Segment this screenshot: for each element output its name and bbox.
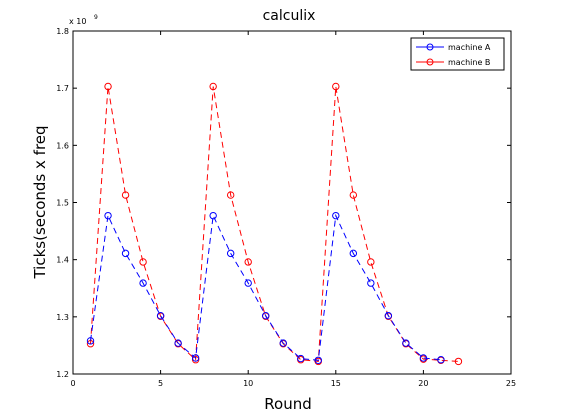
data-point-machine-a <box>139 279 147 287</box>
data-point-machine-b <box>367 258 375 266</box>
data-point-machine-b <box>244 258 252 266</box>
y-tick-label: 1.8 <box>56 27 69 36</box>
data-point-machine-a <box>437 356 445 364</box>
x-axis-label: Round <box>264 395 311 413</box>
data-point-machine-a <box>174 339 182 347</box>
data-point-machine-b <box>226 191 235 199</box>
y-tick-label: 1.2 <box>56 370 69 379</box>
data-point-machine-a <box>279 339 287 347</box>
data-point-machine-a <box>156 311 165 320</box>
data-point-machine-a <box>297 354 305 363</box>
data-point-machine-a <box>402 339 410 347</box>
y-exponent-power: 9 <box>94 14 98 21</box>
x-tick-label: 15 <box>331 379 341 388</box>
data-point-machine-a <box>121 249 130 258</box>
data-point-machine-a <box>419 354 428 362</box>
x-tick-label: 10 <box>243 379 253 388</box>
data-point-machine-a <box>209 211 217 220</box>
data-point-machine-b <box>209 82 217 91</box>
data-point-machine-b <box>332 82 340 91</box>
legend-marker-machine-b <box>426 58 434 66</box>
data-point-machine-b <box>121 191 130 199</box>
plot-frame <box>72 30 512 375</box>
data-point-machine-b <box>139 258 147 266</box>
series-line-machine-a <box>90 213 441 361</box>
data-point-machine-b <box>454 357 463 366</box>
data-point-machine-a <box>191 354 200 362</box>
x-tick-label: 25 <box>506 379 516 388</box>
y-tick-label: 1.4 <box>56 256 69 265</box>
data-point-machine-a <box>367 279 375 287</box>
y-tick-label: 1.3 <box>56 313 69 322</box>
x-tick-label: 0 <box>70 379 75 388</box>
chart-title: calculix <box>263 8 316 24</box>
x-tick-label: 5 <box>158 379 163 388</box>
data-point-machine-b <box>349 191 358 199</box>
y-exponent-label: x 10 9 <box>69 14 98 26</box>
data-point-machine-a <box>332 211 340 220</box>
y-exponent-base: x 10 <box>69 17 86 26</box>
legend-marker-machine-a <box>426 43 434 51</box>
data-point-machine-a <box>104 211 112 220</box>
x-tick-label: 20 <box>418 379 428 388</box>
plot-area: 0 5 10 15 20 25 1.2 1.3 1.4 1.5 1.6 1.7 1.8 <box>56 27 516 388</box>
data-point-machine-b <box>104 82 112 91</box>
data-point-machine-a <box>262 311 270 320</box>
data-point-machine-a <box>244 279 252 287</box>
data-point-machine-a <box>349 249 358 258</box>
data-point-machine-a <box>314 356 322 364</box>
data-point-machine-a <box>384 311 393 320</box>
data-point-machine-a <box>226 249 235 258</box>
y-tick-label: 1.6 <box>56 141 69 150</box>
legend: machine A machine B <box>410 37 505 71</box>
legend-label-machine-a: machine A <box>448 43 491 52</box>
y-tick-label: 1.5 <box>56 199 69 208</box>
y-axis-label: Ticks(seconds x freq <box>31 125 49 279</box>
data-point-machine-a <box>86 337 95 345</box>
y-tick-label: 1.7 <box>56 84 69 93</box>
legend-label-machine-b: machine B <box>448 58 490 67</box>
legend-box <box>410 37 505 71</box>
